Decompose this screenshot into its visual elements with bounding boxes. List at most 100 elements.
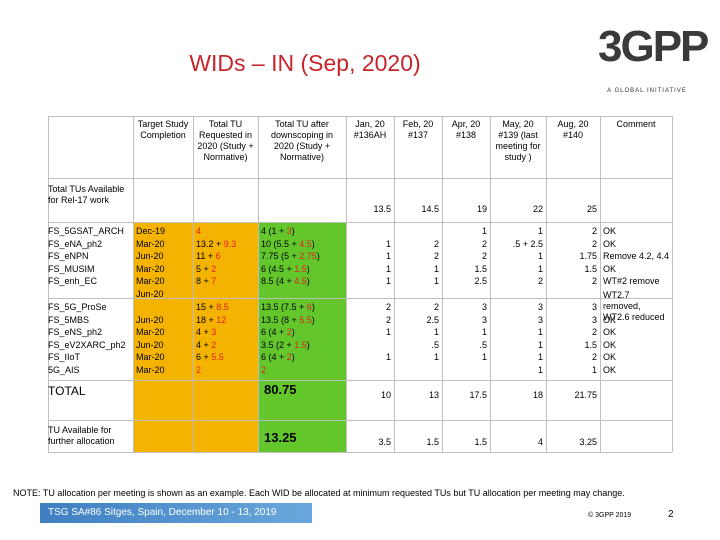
meeting-tu: 1 — [537, 327, 543, 337]
column-header: May, 20 #139 (last meeting for study ) — [495, 119, 541, 162]
available-value: 14.5 — [421, 204, 439, 214]
segment: 4 + — [196, 327, 212, 337]
meeting-tu: 3 — [591, 302, 597, 312]
meeting-tu: 1 — [385, 276, 391, 286]
wid-name: FS_eNA_ph2 — [48, 238, 103, 249]
meeting-tu: 3 — [481, 314, 487, 325]
col-line — [600, 116, 601, 452]
segment: 3 — [286, 226, 292, 236]
target: Mar-20 — [136, 327, 165, 337]
meeting-tu: 2 — [537, 276, 543, 286]
comment: OK — [603, 263, 617, 274]
wid-name: FS_eNS_ph2 — [48, 327, 103, 337]
segment: 8.5 (4 + — [261, 276, 295, 286]
column-header: Apr, 20 #138 — [451, 119, 481, 140]
segment: 11 + — [196, 251, 216, 261]
segment: ) — [311, 302, 315, 312]
meeting-tu: 1 — [537, 339, 543, 350]
note: NOTE: TU allocation per meeting is shown… — [13, 488, 625, 498]
further-value: 3.25 — [579, 437, 597, 447]
comment: WT2.7 removed, WT2.6 reduced — [603, 290, 665, 322]
wid-name: FS_5GSAT_ARCH — [48, 226, 124, 236]
target: Mar-20 — [136, 364, 165, 375]
meeting-tu: 2 — [385, 314, 391, 325]
meeting-tu: 1 — [385, 238, 391, 249]
col-line — [442, 116, 443, 452]
after-downscoping: 3.5 (2 + 1.5) — [261, 340, 343, 351]
comment: OK — [603, 238, 617, 249]
segment: 3.5 (2 + — [261, 339, 295, 350]
requested: 18 + 12 — [196, 315, 255, 326]
after-downscoping: 6 (4 + 2) — [261, 327, 343, 338]
meeting-tu: 2.5 — [474, 276, 487, 286]
slide-title: WIDs – IN (Sep, 2020) — [189, 50, 421, 76]
meeting-tu: 1 — [481, 352, 487, 362]
requested: 11 + 6 — [196, 251, 255, 262]
meeting-tu: 2 — [481, 251, 487, 261]
meeting-tu: 1 — [537, 263, 543, 274]
target: Jun-20 — [136, 339, 164, 350]
segment: 13.2 + — [196, 238, 224, 249]
comment: Remove 4.2, 4.4 — [603, 251, 670, 261]
wid-name: FS_enh_EC — [48, 276, 98, 286]
further-value: 4 — [537, 437, 543, 447]
meeting-tu: .5 — [431, 339, 439, 350]
target: Mar-20 — [136, 263, 165, 274]
meeting-tu: 1.75 — [579, 251, 597, 261]
total-value: 18 — [532, 390, 543, 400]
logo: 3GPP — [598, 22, 709, 71]
column-header: Aug, 20 #140 — [557, 119, 589, 140]
segment: 2 — [286, 352, 292, 362]
footer-meeting: TSG SA#86 Sitges, Spain, December 10 - 1… — [48, 507, 277, 518]
requested: 5 + 2 — [196, 264, 255, 275]
comment: OK — [603, 314, 617, 325]
comment: WT#2 remove — [603, 276, 660, 286]
requested: 8 + 7 — [196, 276, 255, 287]
logo-tagline: A GLOBAL INITIATIVE — [607, 88, 687, 94]
row-line — [48, 222, 672, 223]
segment: ) — [291, 226, 295, 236]
segment: 6 (4 + — [261, 327, 287, 337]
wid-name: FS_IIoT — [48, 352, 81, 362]
segment: 2 — [211, 263, 217, 274]
meeting-tu: 1 — [537, 226, 543, 236]
after-downscoping: 6 (4 + 2) — [261, 352, 343, 363]
row-line — [48, 298, 672, 299]
footer-bar — [40, 503, 312, 523]
segment: 13.5 (7.5 + — [261, 302, 307, 312]
further-value: 3.5 — [378, 437, 391, 447]
meeting-tu: 2 — [591, 226, 597, 236]
segment: 5 + — [196, 263, 212, 274]
segment: 7.75 (5 + — [261, 251, 300, 261]
segment: 13.5 (8 + — [261, 314, 300, 325]
segment: 6 (4 + — [261, 352, 287, 362]
row-line — [48, 178, 672, 179]
wid-name: 5G_AIS — [48, 364, 80, 375]
col-line — [672, 116, 673, 452]
meeting-tu: 2 — [433, 251, 439, 261]
column-header: Feb, 20 #137 — [402, 119, 434, 140]
after-downscoping: 13.5 (7.5 + 6) — [261, 302, 343, 313]
segment: 6 (4.5 + — [261, 263, 295, 274]
meeting-tu: 1 — [481, 226, 487, 236]
requested: 4 + 2 — [196, 340, 255, 351]
meeting-tu: 2 — [591, 327, 597, 337]
segment: 3 — [211, 327, 217, 337]
segment: 4 + — [196, 339, 212, 350]
wid-name: FS_eV2XARC_ph2 — [48, 339, 126, 350]
meeting-tu: 1.5 — [584, 339, 597, 350]
segment: 4.5 — [299, 238, 312, 249]
total-value: 17.5 — [469, 390, 487, 400]
segment: ) — [306, 339, 310, 350]
meeting-tu: 2 — [385, 302, 391, 312]
comment: OK — [603, 226, 617, 236]
meeting-tu: 3 — [537, 302, 543, 312]
total-value: 10 — [380, 390, 391, 400]
meeting-tu: 1 — [433, 352, 439, 362]
after-downscoping: 13.5 (8 + 5.5) — [261, 315, 343, 326]
segment: 10 (5.5 + — [261, 238, 300, 249]
segment: 2 — [211, 339, 217, 350]
requested: 4 + 3 — [196, 327, 255, 338]
row-line — [48, 420, 672, 421]
